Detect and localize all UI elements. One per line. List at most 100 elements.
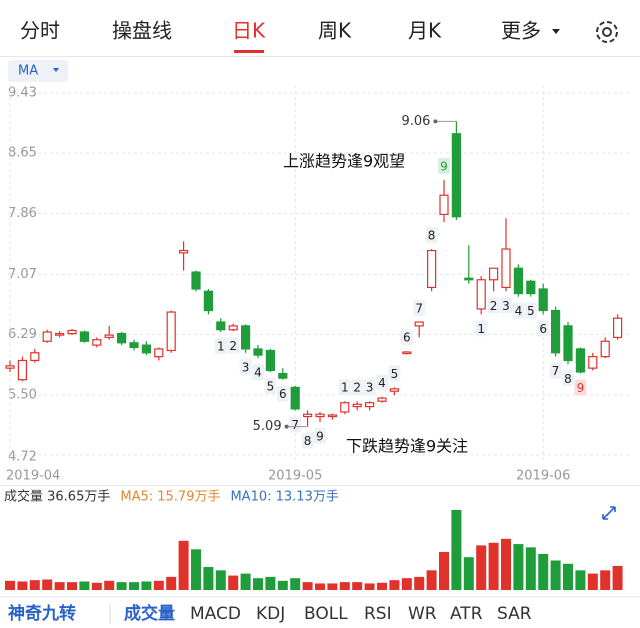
candle-body — [489, 267, 499, 281]
candle-body — [513, 267, 524, 295]
tab[interactable]: 日K — [232, 19, 266, 43]
count-label: 4 — [378, 376, 386, 390]
candle-body — [290, 386, 300, 410]
candle-body — [141, 344, 151, 354]
tab[interactable]: 操盘线 — [112, 19, 172, 43]
candle-body — [439, 194, 449, 216]
count-label: 8 — [304, 434, 312, 448]
count-label: 6 — [403, 331, 411, 345]
candle-body — [575, 348, 586, 373]
candle-body — [451, 133, 461, 218]
gear-center — [602, 27, 612, 37]
volume-bar — [191, 549, 201, 590]
candle-body — [5, 365, 15, 369]
count-badge — [239, 358, 252, 375]
count-label: 3 — [366, 381, 374, 395]
count-label: 4 — [515, 304, 523, 318]
count-badge — [512, 302, 525, 319]
count-badge — [413, 300, 426, 317]
y-tick-label: 7.86 — [8, 206, 37, 221]
volume-bar — [377, 582, 387, 590]
count-label: 3 — [242, 360, 250, 374]
count-label: 5 — [267, 379, 275, 393]
tab[interactable]: 分时 — [20, 19, 60, 43]
bottom-tab[interactable]: SAR — [497, 604, 532, 624]
volume-legend: MA5: 15.79万手 — [120, 490, 220, 505]
gear — [596, 21, 618, 43]
expand-icon — [602, 506, 616, 520]
candle-body — [191, 271, 201, 290]
candle-body — [377, 397, 387, 402]
count-label: 1 — [341, 381, 349, 395]
candle-body — [340, 402, 350, 413]
volume-bar — [290, 578, 301, 590]
count-badge — [425, 227, 438, 244]
volume-bar — [612, 565, 623, 590]
volume-bar — [315, 583, 325, 590]
candle-body — [550, 309, 561, 354]
count-badge — [264, 377, 277, 394]
divider — [0, 596, 640, 597]
candle-body — [303, 413, 313, 418]
count-label: 9 — [316, 429, 324, 443]
volume-bar — [426, 570, 437, 590]
bottom-tab[interactable]: MACD — [190, 604, 241, 624]
count-label: 7 — [415, 302, 423, 316]
volume-legend: MA10: 13.13万手 — [230, 490, 338, 505]
bottom-tab[interactable]: 神奇九转 — [8, 603, 76, 624]
candle-body — [17, 359, 27, 381]
count-label: 5 — [391, 367, 399, 381]
count-label: 4 — [254, 366, 262, 380]
volume-bar — [575, 570, 586, 590]
settings-icon[interactable] — [596, 21, 618, 43]
bottom-tab[interactable]: RSI — [364, 604, 392, 624]
x-tick-label: 2019-05 — [268, 469, 322, 484]
candle-body — [538, 288, 548, 312]
candle-body — [54, 332, 65, 336]
divider — [0, 56, 640, 57]
count-badge — [276, 385, 289, 402]
volume-bar — [54, 582, 65, 590]
candle-body — [129, 342, 139, 348]
count-badge — [252, 364, 264, 381]
ma-selector[interactable] — [8, 60, 68, 82]
candle-body — [476, 279, 486, 310]
volume-bar — [116, 582, 127, 590]
bottom-tab[interactable]: ATR — [450, 604, 483, 624]
volume-bar — [389, 580, 400, 590]
count-label: 8 — [564, 372, 572, 386]
count-label: 2 — [490, 299, 498, 313]
bottom-tab[interactable]: BOLL — [304, 604, 348, 624]
count-badge — [574, 379, 587, 396]
volume-bar — [104, 580, 115, 590]
volume-bar — [451, 509, 462, 590]
candle-body — [402, 351, 412, 355]
candle-body — [228, 325, 238, 331]
bottom-tab[interactable]: 成交量 — [124, 603, 175, 624]
bottom-tab[interactable]: WR — [408, 604, 437, 624]
bottom-tab[interactable]: KDJ — [256, 604, 285, 624]
count-label: 3 — [502, 299, 510, 313]
dropdown-arrow — [53, 68, 59, 72]
candle-body — [600, 340, 610, 358]
count-label: 9 — [577, 381, 585, 395]
candle-body — [501, 248, 511, 289]
tab[interactable]: 周K — [318, 19, 352, 43]
candle-body — [79, 331, 90, 342]
volume-bar — [29, 580, 40, 590]
volume-bar — [228, 575, 239, 590]
volume-bar — [525, 547, 536, 590]
volume-bar — [587, 573, 598, 590]
y-tick-label: 8.65 — [8, 145, 37, 160]
tab[interactable]: 更多 — [501, 19, 541, 43]
tab[interactable]: 月K — [408, 19, 442, 43]
count-badge — [500, 297, 512, 314]
count-badge — [314, 427, 326, 444]
count-label: 5 — [527, 304, 535, 318]
volume-bar — [364, 583, 375, 590]
ma-label: MA — [18, 64, 38, 79]
divider — [0, 485, 640, 486]
candle-body — [612, 317, 623, 339]
